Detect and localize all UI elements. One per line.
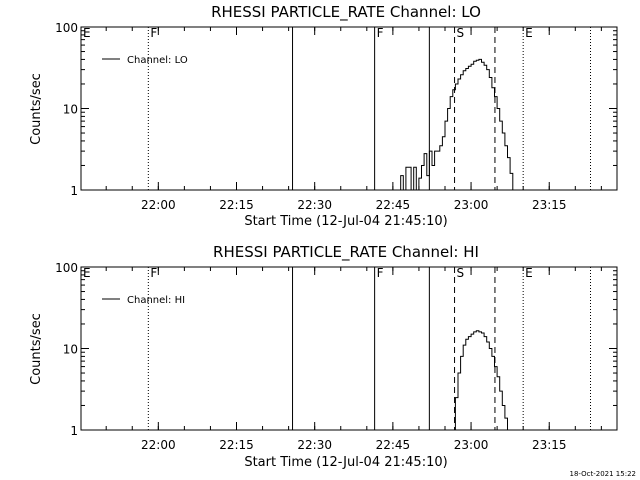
x-tick-label: 22:00 xyxy=(141,438,176,452)
legend-label: Channel: LO xyxy=(127,55,188,66)
flag-label: E xyxy=(525,26,533,40)
flag-label: E xyxy=(83,26,91,40)
y-axis-label: Counts/sec xyxy=(29,313,44,385)
flag-label: E xyxy=(83,266,91,280)
chart-title: RHESSI PARTICLE_RATE Channel: HI xyxy=(213,243,479,262)
flag-label: S xyxy=(457,26,465,40)
chart-title: RHESSI PARTICLE_RATE Channel: LO xyxy=(211,3,481,22)
flag-label: E xyxy=(525,266,533,280)
flag-label: F xyxy=(377,26,384,40)
series-line xyxy=(453,330,508,431)
x-tick-label: 22:45 xyxy=(376,438,411,452)
y-tick-label: 10 xyxy=(63,343,78,357)
y-tick-label: 100 xyxy=(55,261,78,275)
y-tick-label: 100 xyxy=(55,21,78,35)
chart-panel-lo: RHESSI PARTICLE_RATE Channel: LO Start T… xyxy=(29,3,618,229)
series-line xyxy=(398,58,514,191)
plot-frame xyxy=(80,266,618,431)
legend-label: Channel: HI xyxy=(127,295,185,306)
chart-panel-hi: RHESSI PARTICLE_RATE Channel: HI Start T… xyxy=(29,243,618,470)
y-axis-label: Counts/sec xyxy=(29,73,44,145)
x-axis-label: Start Time (12-Jul-04 21:45:10) xyxy=(244,214,447,229)
flag-label: S xyxy=(457,266,465,280)
x-axis-label: Start Time (12-Jul-04 21:45:10) xyxy=(244,455,447,470)
x-tick-label: 22:15 xyxy=(219,438,254,452)
x-tick-label: 22:15 xyxy=(219,198,254,212)
x-tick-label: 23:15 xyxy=(532,198,567,212)
x-tick-label: 22:00 xyxy=(141,198,176,212)
x-tick-label: 23:15 xyxy=(532,438,567,452)
x-tick-label: 22:30 xyxy=(297,198,332,212)
flag-label: F xyxy=(150,266,157,280)
y-tick-label: 10 xyxy=(63,103,78,117)
x-tick-label: 22:30 xyxy=(297,438,332,452)
x-tick-label: 23:00 xyxy=(454,198,489,212)
flag-label: F xyxy=(150,26,157,40)
plot-frame xyxy=(80,26,618,191)
x-tick-label: 23:00 xyxy=(454,438,489,452)
y-tick-label: 1 xyxy=(70,184,78,198)
x-tick-label: 22:45 xyxy=(376,198,411,212)
timestamp: 18-Oct-2021 15:22 xyxy=(570,470,636,478)
y-tick-label: 1 xyxy=(70,424,78,438)
flag-label: F xyxy=(377,266,384,280)
